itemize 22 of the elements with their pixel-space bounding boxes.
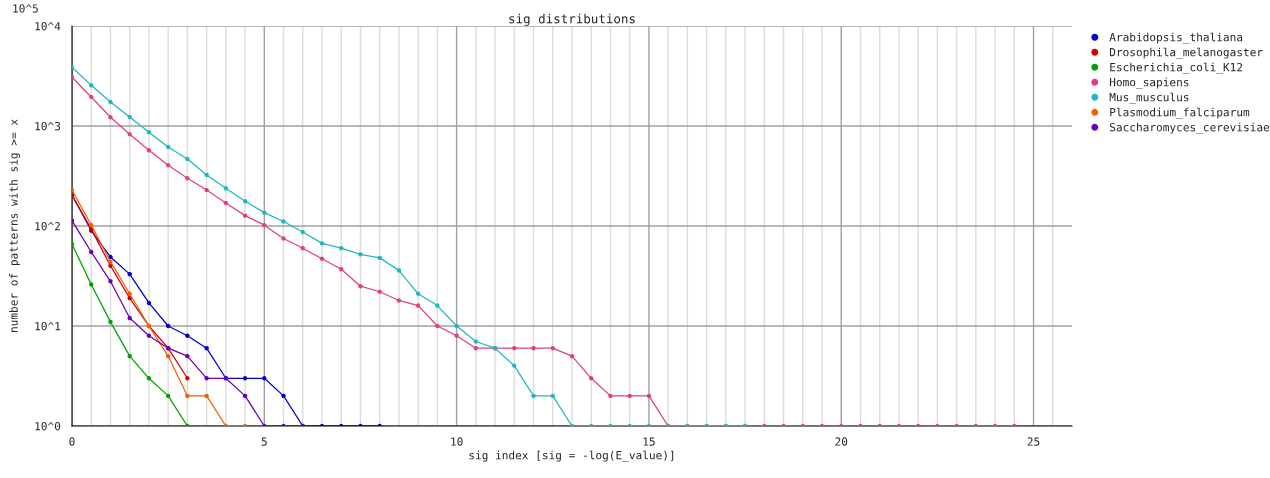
x-axis-title: sig index [sig = -log(E_value)] [469, 450, 674, 462]
legend-label: Drosophila_melanogaster [1109, 47, 1263, 59]
x-tick-label: 15 [643, 437, 655, 446]
y-axis-title: number of patterns with sig >= x [9, 119, 20, 332]
y-tick-label: 10^0 [35, 422, 61, 431]
legend-label: Homo_sapiens [1109, 77, 1189, 89]
y-tick-label: 10^1 [35, 322, 61, 331]
x-tick-label: 5 [261, 437, 267, 446]
legend-label: Arabidopsis_thaliana [1109, 32, 1243, 44]
x-tick-label: 0 [69, 437, 75, 446]
y-tick-label: 10^4 [35, 22, 61, 31]
y-tick-label: 10^3 [35, 122, 61, 131]
chart-title: sig distributions [509, 13, 635, 26]
x-tick-label: 25 [1027, 437, 1040, 446]
legend-label: Mus_musculus [1109, 92, 1189, 104]
x-tick-label: 20 [835, 437, 848, 446]
text: 10^5 [13, 4, 38, 13]
y-tick-label: 10^2 [35, 222, 60, 231]
legend-label: Saccharomyces_cerevisiae [1109, 122, 1270, 134]
legend-label: Plasmodium_falciparum [1110, 107, 1250, 119]
x-tick-label: 10 [451, 437, 463, 446]
legend-label: Escherichia_coli_K12 [1110, 62, 1243, 74]
